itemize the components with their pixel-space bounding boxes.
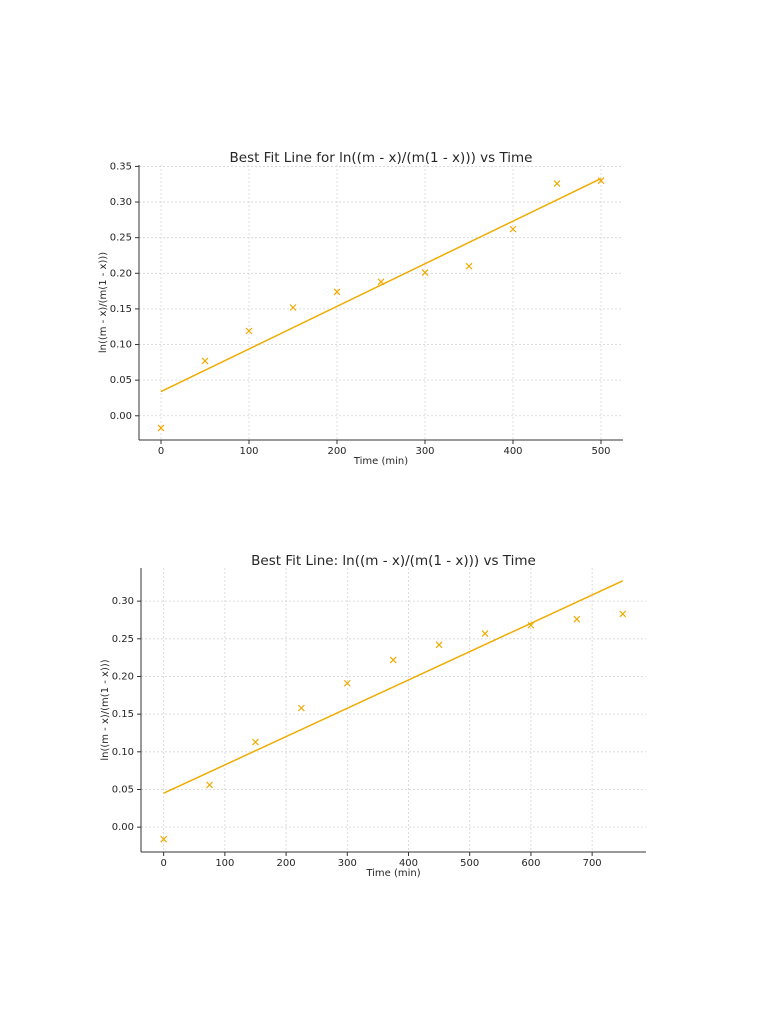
chart-title: Best Fit Line: ln((m - x)/(m(1 - x))) vs… [251,553,536,569]
fit-line [160,177,602,393]
data-point [252,738,259,746]
x-axis-label: Time (min) [365,868,420,879]
data-point [527,621,535,629]
data-point [573,615,581,623]
y-tick-label: 0.05 [112,784,134,795]
data-point [343,679,351,687]
data-point [377,278,385,286]
data-point [509,225,517,233]
y-tick-label: 0.25 [112,634,134,645]
data-point [289,304,297,311]
x-axis-label: Time (min) [353,456,408,467]
x-tick-label: 600 [521,858,540,869]
y-tick-label: 0.15 [112,709,134,720]
y-tick-label: 0.30 [112,596,134,607]
x-tick-label: 400 [399,858,418,869]
y-tick-label: 0.10 [110,340,132,351]
x-tick-label: 300 [338,858,357,869]
x-tick-label: 400 [503,446,522,457]
y-tick-label: 0.30 [110,197,132,208]
data-point [421,269,429,277]
data-point [389,656,397,664]
y-tick-label: 0.25 [110,233,132,244]
data-point [333,288,341,296]
y-tick-label: 0.20 [110,268,132,279]
x-tick-label: 500 [591,446,610,457]
y-axis-label: ln((m - x)/(m(1 - x))) [100,659,111,760]
data-point [157,424,165,432]
data-point [481,630,489,637]
y-tick-label: 0.00 [110,411,132,422]
data-point [465,262,473,270]
y-tick-label: 0.05 [110,375,132,386]
x-tick-label: 700 [583,858,602,869]
y-tick-label: 0.20 [112,671,134,682]
data-point [619,610,627,618]
y-tick-label: 0.10 [112,747,134,758]
data-point [553,180,561,187]
x-tick-label: 300 [415,446,434,457]
y-tick-label: 0.35 [110,161,132,172]
chart-title: Best Fit Line for ln((m - x)/(m(1 - x)))… [230,150,533,166]
y-tick-label: 0.15 [110,304,132,315]
x-tick-label: 200 [327,446,346,457]
data-point [597,177,605,185]
fit-line [163,580,624,794]
data-point [206,781,213,789]
y-tick-label: 0.00 [112,822,134,833]
data-point [245,327,253,335]
data-point [201,357,209,365]
x-tick-label: 100 [215,858,234,869]
x-tick-label: 200 [277,858,296,869]
data-point [435,641,443,649]
data-point [297,704,305,712]
x-tick-label: 0 [160,858,166,869]
x-tick-label: 500 [460,858,479,869]
data-point [160,835,168,843]
x-tick-label: 0 [158,446,164,457]
y-axis-label: ln((m - x)/(m(1 - x))) [98,252,109,353]
x-tick-label: 100 [239,446,258,457]
